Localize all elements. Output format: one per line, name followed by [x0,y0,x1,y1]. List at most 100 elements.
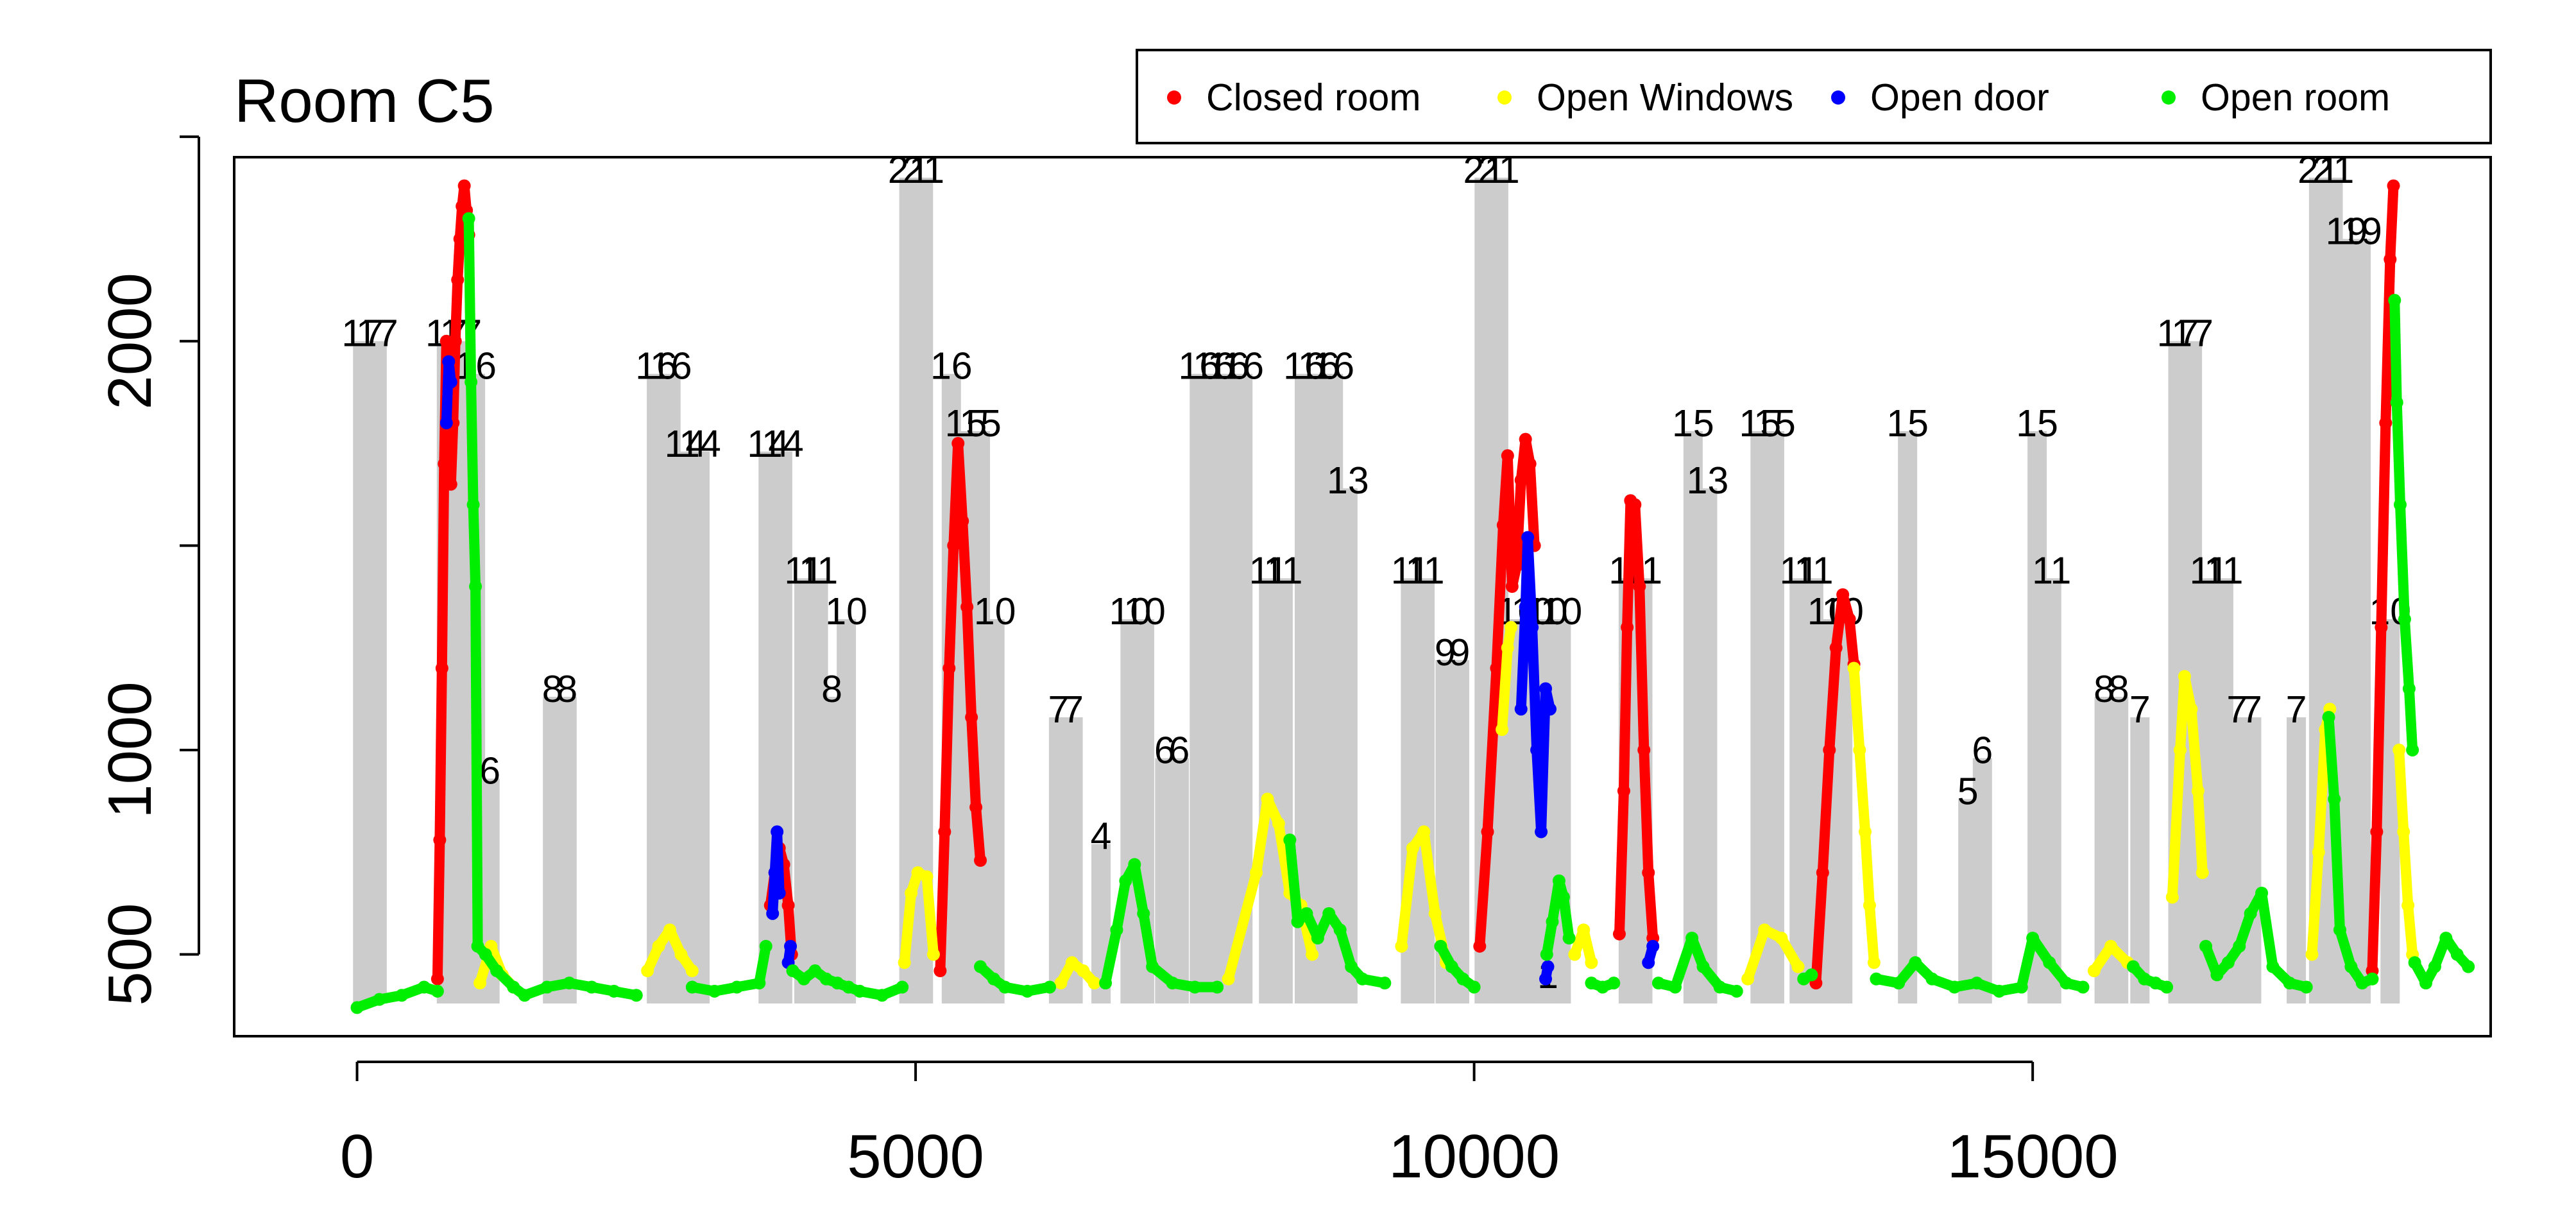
data-point [875,989,889,1002]
data-point [1669,980,1682,994]
data-point [1519,600,1532,613]
data-point [1696,960,1710,973]
bar-label: 8 [542,668,563,710]
data-point [1607,977,1621,990]
data-point [1261,792,1274,806]
bar-label: 15 [2016,402,2058,445]
data-point [1521,531,1535,544]
data-point [1829,641,1843,654]
data-point [708,984,721,998]
data-point [1633,580,1646,593]
data-point [2366,972,2379,986]
data-point [1909,956,1922,969]
data-point [1311,932,1324,945]
data-point [2221,956,2235,969]
data-point [2266,960,2280,973]
x-tick-label: 0 [340,1122,374,1191]
bar-label: 16 [635,345,678,388]
data-point [2160,980,2174,994]
series-trace [1743,925,1804,984]
data-point [2379,416,2393,430]
data-point [896,980,909,994]
data-point [1552,874,1565,887]
data-point [469,580,482,593]
data-point [1322,907,1336,920]
data-point [1741,972,1755,986]
data-point [457,179,471,192]
data-point [2283,977,2296,990]
bar-label: 6 [1972,730,1993,772]
data-point [350,1001,364,1014]
bar-label: 8 [2108,668,2129,710]
series-trace [2389,295,2418,755]
series-open-room [350,212,2475,1014]
series-trace [2167,671,2208,903]
bar-label: 7 [2241,688,2262,731]
data-point [819,972,833,986]
series-trace [1055,957,1100,989]
data-point [1617,784,1630,798]
data-point [585,980,599,994]
bar-label: 15 [945,402,987,445]
data-point [898,956,911,969]
bar-label: 21 [1463,149,1505,191]
data-point [1863,899,1876,912]
data-point [1291,915,1304,928]
data-point [1540,948,1553,961]
bar-label: 10 [1540,590,1583,633]
bar-label: 6 [479,750,500,792]
bar-label: 9 [1449,631,1471,674]
bar-label: 8 [821,668,842,710]
bar-label: 11 [1391,549,1430,592]
data-point [2322,710,2335,724]
data-point [1345,960,1358,973]
bar-label: 10 [1123,590,1166,633]
data-point [951,437,965,450]
data-point [1816,866,1829,880]
bar-label: 10 [974,590,1016,633]
bar-label: 11 [1794,549,1833,592]
data-point [1306,948,1319,961]
data-point [768,866,781,880]
bar [1449,660,1469,1004]
data-point [831,977,844,990]
data-point [947,539,960,552]
data-point [2185,703,2198,716]
data-point [1858,825,1872,839]
data-point [974,960,987,973]
data-point [607,984,620,998]
data-point [2375,620,2388,634]
data-point [808,964,822,978]
bar-label: 14 [665,423,707,465]
data-point [2393,743,2406,756]
data-point [462,212,475,225]
bar [1338,488,1358,1004]
data-point [2076,980,2090,994]
bar-label: 11 [1780,549,1819,592]
bar-label: 6 [1169,730,1190,772]
data-point [1395,939,1408,953]
data-point [465,375,478,389]
data-point [395,989,409,1002]
data-point [1505,620,1518,634]
bar-label: 11 [2204,549,2243,592]
data-point [1523,457,1537,470]
data-point [1758,923,1771,937]
data-point [1843,613,1856,626]
data-point [771,825,784,839]
data-point [1853,743,1866,756]
data-point [1730,984,1743,998]
data-point [1065,956,1079,969]
bar [1698,488,1718,1004]
bar-label: 9 [1435,631,1456,674]
bar-label: 7 [2226,688,2248,731]
data-point [1925,972,1939,986]
data-point [663,923,677,937]
data-point [1146,960,1159,973]
data-point [1406,841,1419,855]
series-trace [2394,745,2418,960]
data-point [2402,682,2416,696]
data-point [1526,620,1539,634]
bar-label: 15 [1886,402,1929,445]
data-point [540,980,554,994]
